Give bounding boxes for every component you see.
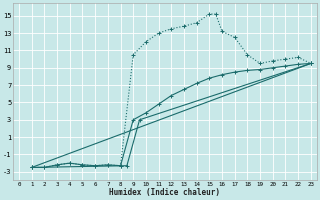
X-axis label: Humidex (Indice chaleur): Humidex (Indice chaleur) [109, 188, 220, 197]
